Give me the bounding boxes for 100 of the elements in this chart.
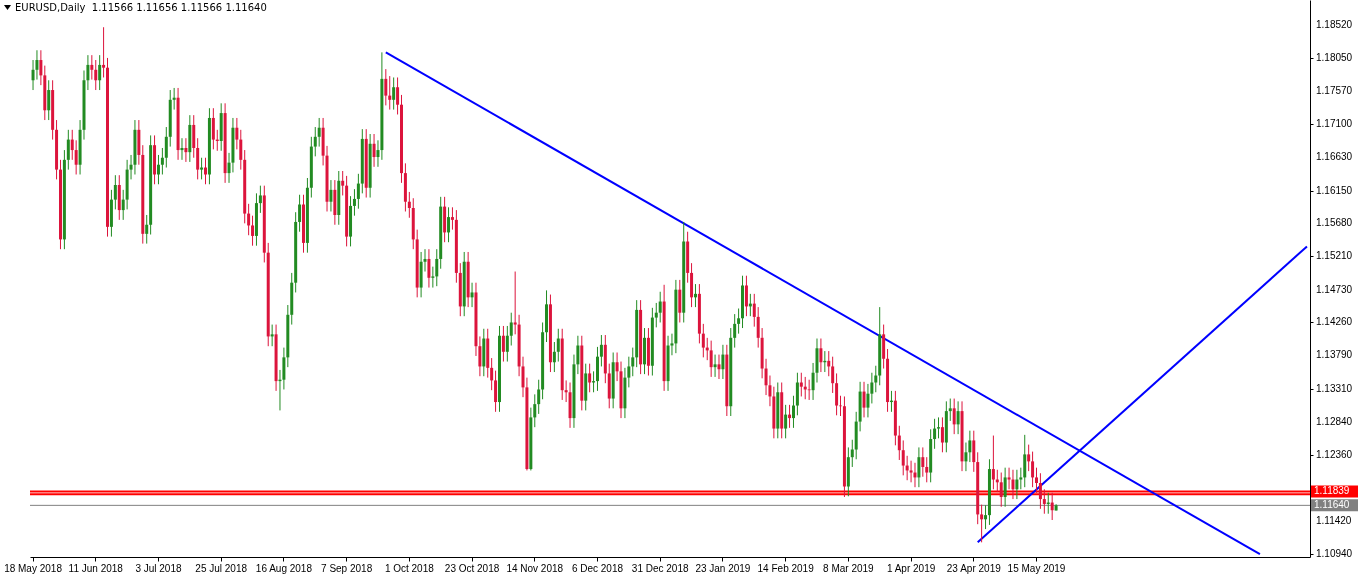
candlestick xyxy=(505,325,509,363)
y-tick-label: 1.16150 xyxy=(1316,184,1353,196)
candlestick xyxy=(552,341,556,373)
x-tick-label: 14 Nov 2018 xyxy=(506,562,564,574)
candlestick xyxy=(721,344,725,380)
candlestick xyxy=(599,334,603,367)
candlestick xyxy=(509,312,513,347)
candlestick xyxy=(94,59,98,91)
candlestick xyxy=(74,139,78,175)
candlestick xyxy=(658,291,662,323)
candlestick xyxy=(909,460,913,483)
x-tick-label: 7 Sep 2018 xyxy=(321,562,373,574)
candlestick xyxy=(384,68,388,106)
candlestick xyxy=(470,282,474,308)
candlestick xyxy=(113,174,117,210)
candlestick xyxy=(196,137,200,180)
candlestick xyxy=(1015,469,1019,500)
chart-title: EURUSD,Daily 1.11566 1.11656 1.11566 1.11640 xyxy=(15,2,267,13)
y-tick-label: 1.11420 xyxy=(1316,514,1352,526)
candlestick xyxy=(717,354,721,380)
candlestick xyxy=(984,504,988,530)
x-tick-label: 25 Jul 2018 xyxy=(195,562,248,574)
candlestick xyxy=(258,185,262,214)
candlestick xyxy=(678,279,682,323)
y-tick-label: 1.14730 xyxy=(1316,283,1353,295)
candlestick xyxy=(964,442,968,472)
candlestick xyxy=(184,137,188,163)
candlestick xyxy=(1050,492,1054,521)
candlestick xyxy=(952,398,956,435)
x-tick-label: 16 Aug 2018 xyxy=(255,562,313,574)
candlestick xyxy=(654,302,658,328)
x-tick-label: 18 May 2018 xyxy=(4,562,63,574)
candlestick xyxy=(270,324,274,347)
candlestick xyxy=(744,275,748,317)
candlestick xyxy=(317,117,321,148)
candlestick xyxy=(701,323,705,358)
y-tick-label: 1.13310 xyxy=(1316,382,1353,394)
y-tick-label: 1.12360 xyxy=(1316,449,1353,461)
candlestick xyxy=(948,398,952,422)
y-tick-label: 1.18050 xyxy=(1316,51,1353,63)
x-tick-label: 23 Oct 2018 xyxy=(444,562,500,574)
candlestick xyxy=(897,425,901,461)
candlestick xyxy=(737,308,741,335)
x-tick-label: 11 Jun 2018 xyxy=(68,562,124,574)
candlestick xyxy=(396,76,400,115)
candlestick xyxy=(490,357,494,391)
candlestick xyxy=(47,79,51,121)
candlestick xyxy=(102,26,106,78)
x-tick-label: 1 Oct 2018 xyxy=(384,562,435,574)
candlestick xyxy=(588,363,592,393)
candlestick xyxy=(1027,444,1031,472)
candlestick xyxy=(901,439,905,476)
x-tick-label: 3 Jul 2018 xyxy=(135,562,182,574)
candlestick xyxy=(733,313,737,349)
candlestick xyxy=(791,395,795,429)
candlestick xyxy=(1011,469,1015,500)
candlestick xyxy=(211,107,215,150)
candlestick xyxy=(356,173,360,210)
candlestick xyxy=(713,354,717,378)
y-tick-label: 1.15210 xyxy=(1316,250,1353,262)
candlestick xyxy=(850,439,854,468)
candlestick xyxy=(533,393,537,428)
candlestick xyxy=(372,133,376,168)
y-tick-label: 1.15680 xyxy=(1316,217,1353,229)
candlestick xyxy=(788,404,792,429)
candlestick xyxy=(799,372,803,397)
candlestick xyxy=(98,54,102,91)
candlestick xyxy=(972,430,976,473)
candlestick xyxy=(388,75,392,111)
x-tick-label: 23 Apr 2019 xyxy=(946,562,1002,574)
candlestick xyxy=(494,370,498,413)
candlestick xyxy=(1023,434,1027,488)
candlestick xyxy=(937,416,940,439)
candlestick xyxy=(556,328,560,363)
y-tick-label: 1.13790 xyxy=(1316,349,1353,361)
candlestick xyxy=(70,129,74,161)
candlestick xyxy=(200,157,204,180)
candlestick xyxy=(329,179,333,212)
candlestick xyxy=(592,370,596,393)
candlestick xyxy=(447,206,451,243)
candlestick xyxy=(991,435,995,490)
candlestick xyxy=(784,404,788,439)
x-tick-label: 23 Jan 2019 xyxy=(695,562,751,574)
candlestick xyxy=(537,379,541,415)
candlestick xyxy=(933,418,937,450)
candlestick xyxy=(192,114,196,159)
candlestick xyxy=(1035,467,1038,494)
candlestick xyxy=(156,154,160,185)
candlestick xyxy=(90,54,94,81)
candlestick xyxy=(435,248,439,287)
candlestick xyxy=(180,137,184,161)
candlestick xyxy=(866,383,870,418)
candlestick xyxy=(795,372,799,416)
candlestick xyxy=(807,379,811,401)
candlestick xyxy=(160,147,164,175)
x-tick-label: 1 Apr 2019 xyxy=(886,562,936,574)
candlestick xyxy=(921,446,925,478)
candlestick xyxy=(313,126,317,157)
y-tick-label: 1.17100 xyxy=(1316,118,1353,130)
y-tick-label: 1.17570 xyxy=(1316,85,1353,97)
